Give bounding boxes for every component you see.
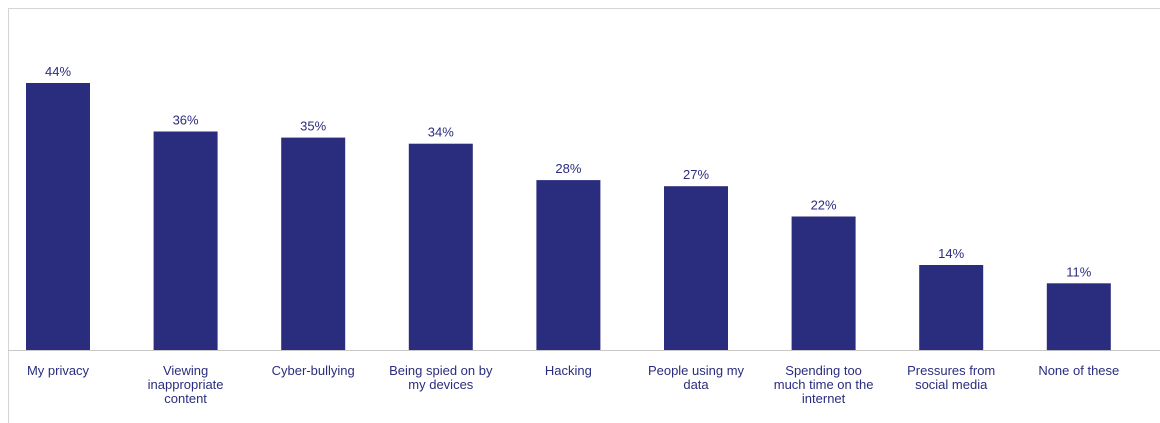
data-label: 27% bbox=[683, 167, 709, 182]
data-label: 14% bbox=[938, 246, 964, 261]
bar bbox=[791, 216, 856, 350]
category-label-line: inappropriate bbox=[148, 377, 224, 392]
category-label-line: internet bbox=[802, 391, 846, 406]
bar bbox=[26, 83, 90, 350]
category-label-line: None of these bbox=[1038, 363, 1119, 378]
category-label-line: Cyber-bullying bbox=[272, 363, 355, 378]
data-label: 34% bbox=[428, 125, 454, 140]
data-label: 28% bbox=[555, 161, 581, 176]
data-label: 44% bbox=[45, 64, 71, 79]
data-label: 11% bbox=[1066, 264, 1091, 279]
category-label-line: Spending too bbox=[785, 363, 862, 378]
bar bbox=[1046, 283, 1111, 351]
category-label-line: Pressures from bbox=[907, 363, 995, 378]
frame-top-border bbox=[8, 8, 1160, 9]
category-label-line: People using my bbox=[648, 363, 745, 378]
frame-left-border bbox=[8, 8, 9, 423]
category-label-line: My privacy bbox=[27, 363, 90, 378]
category-label-line: Hacking bbox=[545, 363, 592, 378]
category-label-line: social media bbox=[915, 377, 988, 392]
bar bbox=[408, 143, 473, 350]
category-label-line: Viewing bbox=[163, 363, 208, 378]
category-label-line: Being spied on by bbox=[389, 363, 493, 378]
bar bbox=[664, 186, 728, 350]
data-label: 22% bbox=[811, 198, 837, 213]
category-label: Pressures from social media bbox=[907, 363, 995, 392]
category-label: Hacking bbox=[545, 363, 592, 378]
category-label: Cyber-bullying bbox=[272, 363, 355, 378]
bar bbox=[281, 137, 346, 350]
category-label: None of these bbox=[1038, 363, 1119, 378]
category-label: People using my data bbox=[648, 363, 745, 392]
category-label-line: content bbox=[164, 391, 207, 406]
category-label: Being spied on by my devices bbox=[389, 363, 493, 392]
category-label-line: data bbox=[683, 377, 709, 392]
data-label: 36% bbox=[173, 113, 199, 128]
category-label: My privacy bbox=[27, 363, 90, 378]
bar bbox=[536, 180, 601, 350]
category-label: Viewing inappropriate content bbox=[148, 363, 224, 406]
category-label: Spending too much time on the internet bbox=[774, 363, 874, 406]
bar bbox=[919, 265, 984, 350]
data-label: 35% bbox=[300, 119, 326, 134]
bar bbox=[153, 131, 218, 350]
category-label-line: much time on the bbox=[774, 377, 874, 392]
category-label-line: my devices bbox=[408, 377, 474, 392]
